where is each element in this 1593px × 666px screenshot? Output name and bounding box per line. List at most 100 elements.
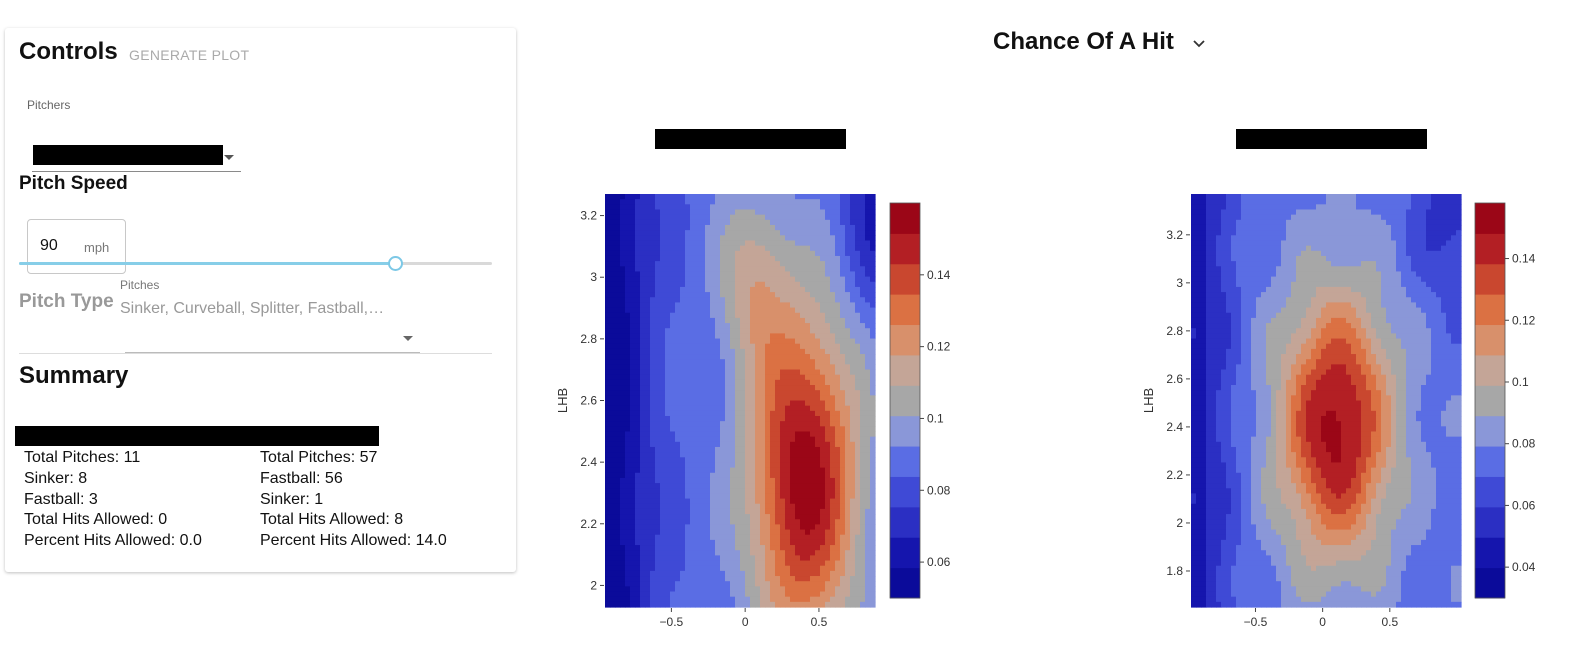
heatmap-cell (605, 333, 611, 340)
heatmap-cell (715, 519, 721, 525)
heatmap-cell (815, 199, 821, 205)
heatmap-cell (605, 209, 611, 216)
heatmap-cell (720, 281, 726, 288)
heatmap-cell (760, 545, 766, 551)
heatmap-cell (745, 581, 751, 587)
heatmap-cell (1196, 462, 1202, 469)
heatmap-cell (735, 219, 741, 226)
heatmap-cell (755, 364, 761, 371)
heatmap-cell (1201, 493, 1207, 500)
heatmap-cell (740, 302, 746, 309)
heatmap-cell (710, 534, 716, 541)
heatmap-cell (605, 596, 611, 603)
heatmap-cells (605, 194, 876, 608)
heatmap-cell (845, 508, 851, 515)
heatmap-cell (620, 601, 626, 608)
heatmap-cell (790, 467, 796, 474)
heatmap-cell (745, 452, 751, 458)
heatmap-cell (1211, 581, 1217, 587)
heatmap-cell (840, 436, 846, 443)
heatmap-cell (655, 565, 661, 572)
heatmap-cell (775, 415, 781, 422)
heatmap-cell (610, 359, 616, 365)
heatmap-cell (605, 524, 611, 531)
heatmap-cell (845, 312, 851, 319)
heatmap-cell (755, 591, 761, 598)
generate-plot-button[interactable]: GENERATE PLOT (129, 47, 250, 63)
heatmap-cell (685, 400, 691, 407)
heatmap-cell (790, 514, 796, 520)
heatmap-cell (715, 235, 721, 242)
pitch-speed-slider-thumb[interactable] (388, 256, 403, 271)
heatmap-cell (630, 519, 636, 525)
heatmap-cell (780, 338, 786, 345)
heatmap-cell (740, 446, 746, 453)
heatmap-cell (815, 601, 821, 608)
heatmap-cell (740, 565, 746, 572)
pitch-speed-input[interactable] (27, 219, 126, 274)
heatmap-cell (855, 338, 861, 345)
heatmap-cell (800, 338, 806, 345)
heatmap-cell (750, 204, 756, 211)
heatmap-cell (635, 323, 641, 329)
heatmap-cell (625, 317, 631, 324)
heatmap-cell (765, 555, 771, 562)
heatmap-cell (780, 477, 786, 484)
heatmap-cell (680, 421, 686, 427)
heatmap-cell (750, 591, 756, 598)
heatmap-cell (650, 214, 656, 221)
pitches-select-value[interactable]: Sinker, Curveball, Splitter, Fastball,… (120, 300, 385, 317)
heatmap-cell (845, 493, 851, 500)
pitches-dropdown-caret-icon[interactable] (403, 336, 413, 341)
heatmap-cell (695, 596, 701, 603)
heatmap-cell (820, 529, 826, 536)
heatmap-cell (785, 240, 791, 247)
heatmap-cell (610, 224, 616, 231)
heatmap-cell (660, 431, 666, 438)
chevron-down-icon[interactable] (1192, 36, 1206, 50)
heatmap-cell (755, 441, 761, 448)
heatmap-cell (795, 266, 801, 273)
heatmap-cell (730, 591, 736, 598)
heatmap-cell (620, 493, 626, 500)
heatmap-cell (1216, 317, 1222, 324)
heatmap-cell (645, 302, 651, 309)
heatmap-cell (865, 354, 871, 360)
heatmap-cell (715, 410, 721, 417)
heatmap-cell (685, 565, 691, 572)
heatmap-cell (865, 204, 871, 211)
heatmap-chart-1: 22.22.42.62.833.2−0.5 0 0.5LHB0.060.080.10… (555, 194, 951, 629)
heatmap-cell (650, 390, 656, 396)
heatmap-cell (735, 245, 741, 252)
heatmap-cell (1196, 379, 1202, 386)
heatmap-cell (730, 343, 736, 350)
heatmap-cell (825, 271, 831, 278)
heatmap-cell (690, 286, 696, 293)
metric-select-value[interactable]: Chance Of A Hit (993, 28, 1174, 55)
heatmap-cell (835, 514, 841, 520)
heatmap-cell (650, 591, 656, 598)
heatmap-cell (635, 477, 641, 484)
heatmap-cell (675, 323, 681, 329)
heatmap-cell (625, 364, 631, 371)
pitch-speed-value[interactable]: 90 (40, 237, 58, 254)
heatmap-cell (825, 421, 831, 427)
heatmap-cell (755, 214, 761, 221)
heatmap-cell (810, 462, 816, 469)
heatmap-cell (825, 586, 831, 593)
pitchers-dropdown-caret-icon[interactable] (224, 155, 234, 160)
heatmap-cell (770, 514, 776, 520)
heatmap-cell (1196, 581, 1202, 587)
heatmap-cell (740, 524, 746, 531)
heatmap-cell (1221, 421, 1227, 427)
heatmap-cell (725, 194, 731, 200)
heatmap-cell (615, 328, 621, 334)
heatmap-cell (710, 508, 716, 515)
heatmap-cell (700, 576, 706, 582)
heatmap-cell (785, 276, 791, 283)
heatmap-cell (1216, 204, 1222, 211)
heatmap-cell (845, 317, 851, 324)
heatmap-cell (820, 286, 826, 293)
pitchers-select-value-redacted[interactable] (33, 145, 223, 165)
heatmap-cell (1216, 545, 1222, 551)
